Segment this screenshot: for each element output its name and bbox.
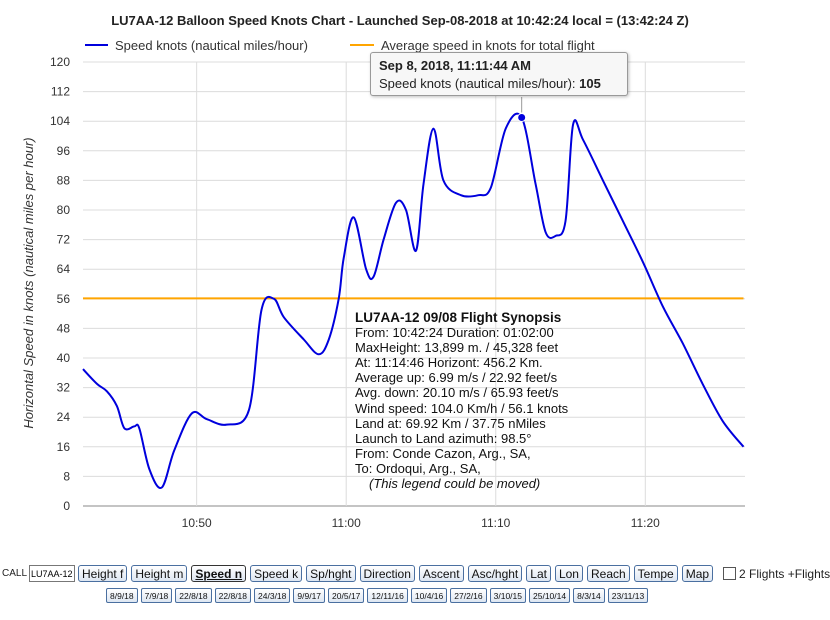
legend-average-label[interactable]: Average speed in knots for total flight [381,38,595,53]
speed-series-line [82,112,745,490]
y-tick-label: 88 [57,173,71,187]
synopsis-note: (This legend could be moved) [369,476,541,492]
x-tick-label: 11:00 [332,516,361,530]
y-tick-label: 112 [51,85,70,99]
y-tick-label: 48 [57,321,71,335]
y-tick-label: 56 [57,292,71,306]
lon-button[interactable]: Lon [554,565,583,582]
x-tick-label: 11:10 [481,516,510,530]
tooltip-value-row: Speed knots (nautical miles/hour): 105 [379,74,619,93]
x-tick-label: 11:20 [631,516,660,530]
tooltip-date: Sep 8, 2018, 11:11:44 AM [379,58,532,73]
flight-synopsis[interactable]: LU7AA-12 09/08 Flight Synopsis From: 10:… [355,310,615,491]
y-tick-label: 120 [50,55,70,69]
flight-date-button[interactable]: 23/11/13 [607,588,649,603]
y-tick-label: 8 [63,469,70,483]
flight-date-button[interactable]: 8/9/18 [106,588,138,603]
flight-date-button[interactable]: 22/8/18 [214,588,252,603]
tooltip-value: 105 [579,76,601,91]
two-flights-checkbox[interactable] [723,567,737,580]
y-tick-labels: 0 8 16 24 32 40 48 56 64 72 80 88 96 104 112 120 [50,55,70,513]
lat-button[interactable]: Lat [526,565,551,582]
y-tick-label: 32 [57,381,71,395]
map-button[interactable]: Map [681,565,714,582]
y-axis-label: Horizontal Speed in knots (nautical mile… [21,137,36,428]
ascent-height-button[interactable]: Asc/hght [467,565,523,582]
y-tick-label: 40 [57,351,71,365]
flight-date-button[interactable]: 24/3/18 [254,588,291,603]
y-tick-label: 16 [57,440,71,454]
chart-selector-row: CALL Height f Height m Speed n Speed k S… [2,565,830,582]
flight-date-button[interactable]: 7/9/18 [140,588,173,603]
grid [83,61,745,507]
speed-height-button[interactable]: Sp/hght [306,565,356,582]
synopsis-line: At: 11:14:46 Horizont: 456.2 Km. [355,355,543,371]
temperature-button[interactable]: Tempe [633,565,678,582]
speed-chart: LU7AA-12 Balloon Speed Knots Chart - Lau… [21,13,745,530]
x-tick-labels: 10:50 11:00 11:10 11:20 [182,516,661,530]
synopsis-line: To: Ordoqui, Arg., SA, [355,460,481,476]
synopsis-line: MaxHeight: 13,899 m. / 45,328 feet [355,340,559,356]
y-tick-label: 80 [57,203,71,217]
hovered-point-marker [517,113,527,122]
data-tooltip: Sep 8, 2018, 11:11:44 AM Speed knots (na… [370,52,628,96]
flight-date-button[interactable]: 3/10/15 [489,588,527,603]
synopsis-line: Average up: 6.99 m/s / 22.92 feet/s [355,370,558,386]
chart-title: LU7AA-12 Balloon Speed Knots Chart - Lau… [111,13,689,28]
synopsis-line: Launch to Land azimuth: 98.5° [355,430,532,446]
call-input[interactable] [29,565,76,582]
ascent-button[interactable]: Ascent [418,565,464,582]
y-tick-label: 0 [63,499,70,513]
flight-date-button[interactable]: 25/10/14 [529,588,571,603]
flights-label: 2 Flights +Flights: [739,566,830,581]
synopsis-title: LU7AA-12 09/08 Flight Synopsis [355,310,562,325]
flight-date-button[interactable]: 27/2/16 [450,588,487,603]
flight-date-button[interactable]: 22/8/18 [175,588,212,603]
reach-button[interactable]: Reach [586,565,630,582]
synopsis-line: From: Conde Cazon, Arg., SA, [355,445,531,461]
x-tick-label: 10:50 [182,516,212,530]
speed-n-button[interactable]: Speed n [191,565,247,582]
legend-speed-label[interactable]: Speed knots (nautical miles/hour) [115,38,308,53]
flight-date-button[interactable]: 20/5/17 [328,588,365,603]
flight-date-row: 8/9/18 7/9/18 22/8/18 22/8/18 24/3/18 9/… [106,588,651,603]
flight-date-button[interactable]: 12/11/16 [367,588,408,603]
y-tick-label: 96 [57,144,71,158]
series-group [82,97,745,490]
y-tick-label: 72 [57,233,71,247]
synopsis-line: Wind speed: 104.0 Km/h / 56.1 knots [355,400,569,416]
speed-k-button[interactable]: Speed k [250,565,303,582]
synopsis-line: Land at: 69.92 Km / 37.75 nMiles [355,415,546,431]
height-f-button[interactable]: Height f [78,565,128,582]
flight-date-button[interactable]: 9/9/17 [293,588,326,603]
synopsis-line: From: 10:42:24 Duration: 01:02:00 [355,325,554,341]
y-tick-label: 104 [50,114,70,128]
flight-date-button[interactable]: 10/4/16 [410,588,448,603]
direction-button[interactable]: Direction [359,565,415,582]
height-m-button[interactable]: Height m [131,565,188,582]
y-tick-label: 64 [57,262,71,276]
flight-date-button[interactable]: 8/3/14 [573,588,605,603]
tooltip-label: Speed knots (nautical miles/hour): [379,76,580,91]
y-tick-label: 24 [57,410,71,424]
call-label: CALL [2,568,28,579]
legend[interactable]: Speed knots (nautical miles/hour) Averag… [85,38,595,53]
synopsis-line: Avg. down: 20.10 m/s / 65.93 feet/s [355,385,559,401]
